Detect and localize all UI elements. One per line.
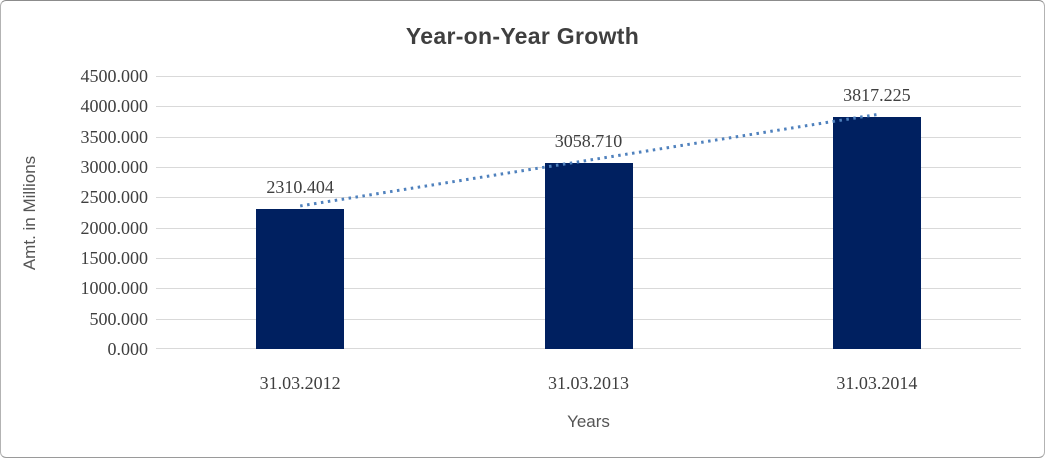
y-tick-label: 1000.000 — [80, 278, 149, 298]
x-tick-label: 31.03.2014 — [836, 373, 918, 393]
y-tick-label: 3500.000 — [80, 127, 149, 147]
y-axis-title-text: Amt. in Millions — [20, 155, 39, 270]
gridline — [156, 137, 1021, 138]
gridline — [156, 76, 1021, 77]
bar-value-label: 2310.404 — [266, 176, 334, 197]
bar-value-label: 3058.710 — [554, 131, 623, 152]
y-tick-label: 2000.000 — [80, 218, 149, 238]
y-tick-label: 2500.000 — [80, 187, 149, 207]
trendline-path — [299, 113, 878, 208]
y-tick-label: 500.000 — [89, 309, 149, 329]
y-tick-label: 3000.000 — [80, 157, 149, 177]
x-tick-label: 31.03.2013 — [547, 373, 629, 393]
bar — [832, 117, 921, 349]
y-axis-title: Amt. in Millions — [13, 76, 47, 349]
bar — [544, 163, 633, 349]
gridline — [156, 106, 1021, 107]
bar — [256, 208, 345, 349]
plot-area: 0.000 500.000 1000.000 1500.000 2000.000 2500… — [81, 67, 1021, 392]
x-tick-label: 31.03.2012 — [259, 373, 341, 393]
x-axis-title: Years — [567, 412, 610, 431]
trendline — [299, 113, 878, 208]
y-tick-label: 0.000 — [107, 339, 149, 359]
y-tick-label: 4500.000 — [80, 66, 149, 86]
bar-value-label: 3817.225 — [843, 85, 911, 106]
y-tick-label: 1500.000 — [80, 248, 149, 268]
chart-title: Year-on-Year Growth — [405, 23, 640, 49]
y-tick-label: 4000.000 — [80, 96, 149, 116]
